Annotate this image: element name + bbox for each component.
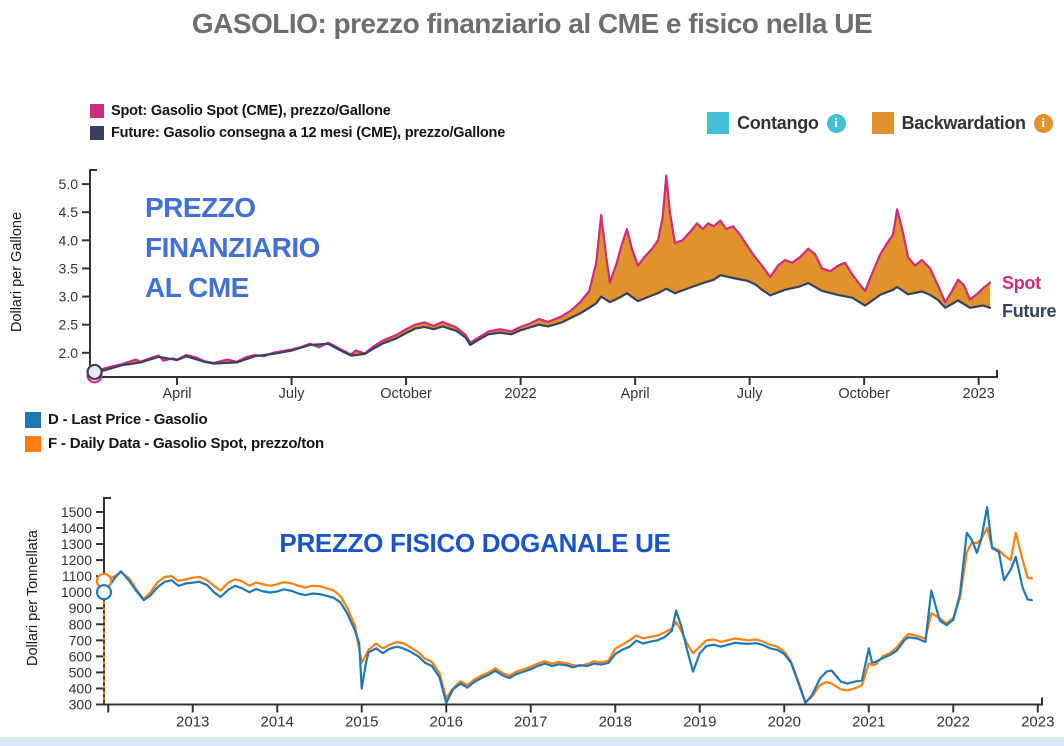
bottom-chart-y-tick-label: 1500 [61, 504, 92, 520]
top-chart-y-tick-label: 4.5 [59, 204, 79, 220]
legend-label-last-price: D - Last Price - Gasolio [48, 411, 208, 428]
bottom-chart-y-tick-label: 1100 [62, 568, 92, 584]
top-chart-x-axis [90, 370, 998, 378]
top-chart-x-tick-label: October [838, 386, 890, 402]
top-chart-y-tick-label: 2.0 [59, 345, 79, 361]
bottom-chart-ylabel: Dollari per Tonnellata [25, 530, 41, 666]
bottom-chart-y-tick-label: 1300 [61, 536, 92, 552]
legend-item-last-price: D - Last Price - Gasolio [25, 410, 324, 429]
bottom-chart-y-tick-label: 300 [69, 697, 93, 713]
bottom-chart-y-tick-label: 1000 [61, 584, 92, 600]
bottom-chart-x-tick-label: 2016 [430, 714, 463, 731]
bottom-scroll-strip [0, 737, 1064, 746]
legend-label-spot: Spot: Gasolio Spot (CME), prezzo/Gallone [111, 102, 391, 119]
bottom-chart-x-tick-label: 2019 [683, 714, 716, 731]
daily-data-swatch-icon [25, 435, 41, 452]
last-price-swatch-icon [25, 411, 41, 428]
top-chart-x-tick-label: 2022 [504, 386, 536, 402]
top-chart-y-tick-label: 4.0 [59, 232, 79, 248]
top-chart-ylabel: Dollari per Gallone [9, 211, 25, 333]
bottom-chart-x-tick-label: 2014 [261, 714, 294, 731]
top-chart-x-tick-label: October [380, 386, 432, 402]
top-chart-y-tick-label: 5.0 [59, 176, 79, 192]
top-chart-x-tick-label: July [737, 386, 764, 402]
legend-label-daily-data: F - Daily Data - Gasolio Spot, prezzo/to… [48, 435, 324, 452]
top-chart-start-marker-1[interactable] [86, 363, 103, 381]
bottom-chart-x-tick-label: 2023 [1021, 714, 1054, 731]
legend-item-daily-data: F - Daily Data - Gasolio Spot, prezzo/to… [25, 434, 324, 453]
legend-item-spot: Spot: Gasolio Spot (CME), prezzo/Gallone [90, 101, 505, 120]
bottom-chart-legend: D - Last Price - Gasolio F - Daily Data … [25, 410, 324, 453]
bottom-chart-start-marker-1[interactable] [95, 584, 113, 601]
market-structure-legend: Contango i Backwardation i [707, 112, 1053, 134]
backwardation-swatch-icon [871, 112, 894, 134]
bottom-chart-y-tick-label: 1400 [61, 520, 92, 536]
legend-label-contango: Contango [737, 112, 819, 133]
future-series-label: Future [1002, 301, 1057, 321]
bottom-chart-y-tick-label: 700 [69, 632, 93, 648]
bottom-chart-x-tick-label: 2013 [176, 714, 209, 731]
bottom-chart-x-tick-label: 2018 [599, 714, 632, 731]
bottom-chart-x-tick-label: 2021 [852, 714, 885, 731]
bottom-chart-start-marker-0[interactable] [95, 572, 113, 590]
bottom-chart-y-tick-label: 900 [69, 600, 93, 616]
bottom-chart-x-tick-label: 2017 [514, 714, 547, 731]
bottom-chart-y-tick-label: 500 [69, 664, 93, 680]
top-chart-x-tick-label: 2023 [963, 386, 995, 402]
top-chart-legend: Spot: Gasolio Spot (CME), prezzo/Gallone… [90, 101, 505, 142]
bottom-chart-y-tick-label: 400 [69, 680, 93, 696]
bottom-chart-y-tick-label: 1200 [61, 552, 92, 568]
top-chart-y-tick-label: 3.5 [59, 260, 79, 276]
bottom-chart-y-tick-label: 800 [69, 616, 93, 632]
bottom-chart-y-axis [103, 497, 111, 705]
info-icon-backwardation[interactable]: i [1033, 113, 1053, 133]
page-title: GASOLIO: prezzo finanziario al CME e fis… [191, 8, 873, 39]
contango-swatch-icon [707, 112, 729, 134]
info-icon-contango[interactable]: i [826, 113, 846, 133]
top-chart-y-axis [89, 169, 97, 377]
bottom-chart-x-axis [104, 697, 1043, 706]
bottom-chart-x-tick-label: 2020 [768, 714, 801, 731]
bottom-chart-y-tick-label: 600 [69, 648, 93, 664]
legend-item-future: Future: Gasolio consegna a 12 mesi (CME)… [90, 123, 505, 142]
bottom-chart-x-tick-label: 2015 [345, 714, 378, 731]
top-chart-x-tick-label: April [621, 386, 650, 402]
top-chart-annotation: PREZZO FINANZIARIO AL CME [145, 192, 320, 303]
top-chart-start-marker-0[interactable] [86, 367, 103, 384]
bottom-chart-annotation: PREZZO FISICO DOGANALE UE [279, 528, 671, 558]
top-chart-y-tick-label: 3.0 [59, 289, 79, 305]
top-chart-x-tick-label: April [163, 386, 192, 402]
legend-item-backwardation: Backwardation i [871, 112, 1053, 134]
top-chart-y-tick-label: 2.5 [59, 317, 79, 333]
legend-label-backwardation: Backwardation [901, 112, 1026, 133]
future-swatch-icon [90, 125, 104, 140]
top-chart-x-tick-label: July [279, 386, 306, 402]
spot-series-label: Spot [1002, 273, 1041, 293]
bottom-chart-x-tick-label: 2022 [937, 714, 970, 731]
legend-item-contango: Contango i [707, 112, 846, 134]
spot-swatch-icon [90, 103, 104, 118]
legend-label-future: Future: Gasolio consegna a 12 mesi (CME)… [111, 124, 506, 141]
